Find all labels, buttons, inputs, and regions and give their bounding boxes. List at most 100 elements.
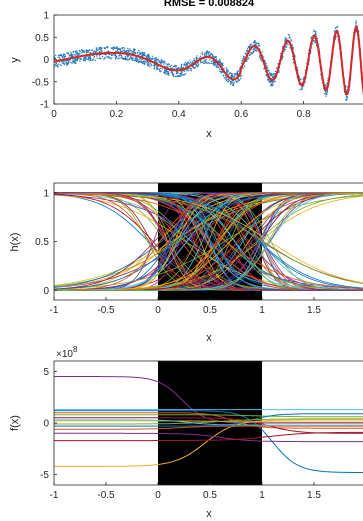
scatter-point <box>214 64 216 67</box>
scatter-point <box>68 60 70 62</box>
scatter-point <box>110 47 113 49</box>
scatter-point <box>124 56 127 58</box>
scatter-point <box>96 55 98 57</box>
scatter-point <box>138 58 140 61</box>
scatter-point <box>83 50 85 52</box>
scatter-point <box>180 63 183 65</box>
scatter-point <box>54 57 56 59</box>
panel-2: -1-0.500.511.5200.51 x h(x) <box>9 182 363 344</box>
scatter-point <box>113 46 115 48</box>
scatter-point <box>195 58 197 60</box>
scatter-point <box>153 68 155 70</box>
scatter-point <box>122 57 124 60</box>
scatter-point <box>67 53 69 55</box>
scatter-point <box>164 61 166 63</box>
scatter-point <box>67 52 69 54</box>
scatter-point <box>168 72 170 75</box>
scatter-point <box>80 58 83 60</box>
scatter-point <box>186 70 188 72</box>
scatter-point <box>85 50 88 52</box>
scatter-point <box>63 62 66 64</box>
scatter-point <box>232 80 234 82</box>
scatter-point <box>203 60 205 62</box>
scatter-point <box>208 62 210 64</box>
panel-2-ytick-label: -5 <box>40 470 49 481</box>
scatter-point <box>135 59 137 62</box>
scatter-point <box>133 49 136 51</box>
panel-1-marks <box>53 20 363 101</box>
panel-0-ytick-label: 0.5 <box>35 33 49 44</box>
scatter-point <box>301 86 303 88</box>
fit-curve <box>53 25 363 96</box>
scatter-point <box>63 63 65 66</box>
scatter-point <box>207 52 209 54</box>
scatter-point <box>74 58 77 60</box>
panel-0-xtick-label: 0 <box>51 109 57 120</box>
scatter-point <box>60 64 62 67</box>
scatter-point <box>258 44 261 46</box>
scatter-point <box>101 55 104 58</box>
scatter-point <box>228 72 230 75</box>
scatter-point <box>185 63 188 65</box>
panel-2-ylabel: h(x) <box>9 233 21 252</box>
scatter-point <box>211 53 214 56</box>
scatter-point <box>142 62 144 65</box>
scatter-point <box>208 54 211 57</box>
scatter-point <box>254 40 256 42</box>
scatter-point <box>132 58 134 60</box>
scatter-point <box>246 50 249 52</box>
scatter-point <box>147 64 149 67</box>
scatter-point <box>240 78 242 80</box>
scatter-point <box>226 71 228 73</box>
scatter-point <box>217 66 220 68</box>
scatter-point <box>170 71 172 74</box>
scatter-point <box>75 52 78 55</box>
scatter-point <box>151 64 153 67</box>
panel-2-xtick-label: 0 <box>155 490 161 501</box>
scatter-point <box>124 51 126 53</box>
scatter-point <box>157 66 159 68</box>
scatter-point <box>205 52 208 54</box>
scatter-point <box>301 88 303 90</box>
scatter-point <box>151 55 154 57</box>
scatter-point <box>184 73 187 75</box>
scatter-point <box>117 57 119 60</box>
scatter-point <box>200 62 202 64</box>
scatter-point <box>147 55 149 57</box>
scatter-point <box>233 73 235 75</box>
scatter-point <box>266 65 268 67</box>
panel-2-xtick-label: -1 <box>50 490 59 501</box>
panel-2-ytick-label: 5 <box>43 367 49 378</box>
scatter-point <box>92 59 94 61</box>
scatter-point <box>270 83 273 85</box>
scatter-point <box>131 59 133 61</box>
scatter-point <box>65 60 67 62</box>
scatter-point <box>258 56 261 58</box>
scatter-point <box>290 39 292 41</box>
scatter-point <box>95 48 98 51</box>
scatter-point <box>210 60 213 63</box>
scatter-point <box>131 50 134 53</box>
scatter-point <box>55 62 57 65</box>
scatter-point <box>106 56 108 58</box>
panel-1-ticks: 00.20.40.60.81-1-0.500.51 <box>32 11 311 121</box>
scatter-point <box>287 44 289 46</box>
scatter-point <box>193 58 195 60</box>
weighted-curve <box>54 431 363 442</box>
scatter-point <box>115 55 118 57</box>
scatter-point <box>79 60 81 62</box>
scatter-point <box>100 58 102 60</box>
scatter-point <box>118 47 120 50</box>
scatter-point <box>241 59 243 62</box>
scatter-point <box>135 58 137 60</box>
panel-0-ytick-label: 1 <box>43 11 49 22</box>
scatter-point <box>195 63 197 66</box>
scatter-point <box>238 80 240 82</box>
scatter-point <box>324 85 327 87</box>
scatter-point <box>72 51 74 53</box>
scatter-point <box>62 57 64 59</box>
scatter-point <box>119 54 121 56</box>
scatter-point <box>166 72 168 74</box>
scatter-point <box>253 48 255 50</box>
scatter-point <box>312 40 314 42</box>
